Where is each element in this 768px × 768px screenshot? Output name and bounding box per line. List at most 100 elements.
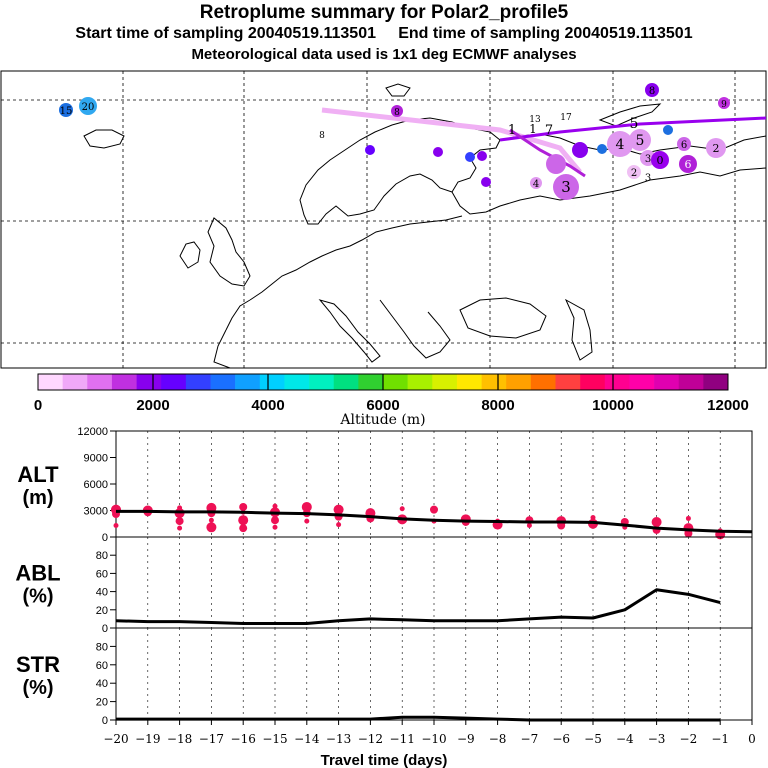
plume-label: 1 [508, 123, 516, 138]
x-tick-label: −7 [521, 732, 539, 746]
map-panel: 15 20 8 8 8 9 13 17 1 1 7 5 4 5 3 4 3 2 … [0, 70, 767, 369]
plume-marker [79, 97, 97, 115]
plume-label: 5 [630, 116, 639, 132]
plume-marker [645, 83, 659, 97]
colorbar-tick-label: 8000 [481, 397, 514, 414]
y-tick-label: 80 [96, 641, 108, 653]
y-tick-label: 0 [102, 532, 108, 544]
colorbar-cell [87, 374, 113, 390]
plume-label: 3 [561, 178, 571, 196]
x-tick-label: −10 [421, 732, 446, 746]
y-tick-label: 0 [102, 623, 108, 635]
plume-marker [433, 147, 443, 157]
colorbar-cell [383, 374, 408, 390]
colorbar-cell [604, 374, 630, 390]
y-axis-unit: (%) [22, 677, 53, 699]
scatter-point [271, 516, 279, 525]
x-tick-label: −8 [489, 732, 507, 746]
scatter-point [238, 515, 249, 526]
altitude-colorbar: 0 2000 4000 6000 8000 10000 12000 Altitude (m) [34, 373, 749, 428]
colorbar-cell [210, 374, 236, 390]
plume-label: 17 [560, 113, 572, 123]
plume-marker [607, 131, 633, 157]
plume-marker [679, 155, 697, 173]
y-tick-label: 60 [96, 660, 108, 672]
met-data-subtitle: Meteorological data used is 1x1 deg ECMW… [191, 46, 577, 63]
y-tick-label: 12000 [77, 426, 108, 438]
colorbar-cell [309, 374, 335, 390]
scatter-point [430, 505, 438, 514]
plume-marker [481, 177, 491, 187]
plume-label: 4 [533, 179, 539, 190]
colorbar-tick-label: 12000 [707, 397, 749, 414]
x-tick-label: −20 [103, 732, 128, 746]
x-tick-label: −2 [680, 732, 698, 746]
colorbar-cell [703, 374, 729, 390]
colorbar-cell [235, 374, 261, 390]
colorbar-cell [284, 374, 310, 390]
plume-marker [465, 152, 475, 162]
colorbar-cell [185, 374, 211, 390]
plume-label: 6 [681, 140, 687, 151]
plume-marker [651, 151, 669, 169]
plume-label: 13 [529, 115, 541, 125]
scatter-point [685, 515, 691, 521]
scatter-point [113, 523, 119, 529]
plume-markers [59, 83, 730, 200]
y-axis-title: ALT [17, 462, 59, 487]
scatter-point [208, 517, 214, 523]
x-tick-label: −17 [199, 732, 224, 746]
time-series-panels: 030006000900012000ALT(m)020406080ABL(%)0… [15, 426, 755, 768]
plume-label: 2 [713, 142, 720, 155]
colorbar-cell [333, 374, 359, 390]
chart-title: Retroplume summary for Polar2_profile5 [199, 2, 569, 23]
y-tick-label: 0 [102, 715, 108, 727]
x-tick-label: −4 [616, 732, 634, 746]
x-tick-label: 0 [748, 732, 756, 746]
plume-label: 0 [657, 154, 664, 167]
scatter-point [526, 523, 532, 529]
x-tick-label: −1 [711, 732, 729, 746]
scatter-point [239, 524, 248, 533]
plume-label: 9 [721, 100, 727, 110]
plume-label: 8 [319, 131, 325, 141]
scatter-point [301, 501, 312, 512]
colorbar-label: Altitude (m) [339, 412, 425, 428]
colorbar-tick-label: 0 [34, 397, 42, 414]
plume-label: 8 [649, 86, 655, 97]
plume-label: 5 [636, 133, 645, 149]
plume-label: 3 [645, 154, 651, 165]
colorbar-cell [629, 374, 655, 390]
y-tick-label: 9000 [84, 453, 108, 465]
plume-track-low [321, 107, 582, 174]
y-axis-unit: (%) [22, 586, 53, 608]
colorbar-tick-label: 4000 [251, 397, 284, 414]
x-tick-label: −6 [552, 732, 570, 746]
colorbar-cell [358, 374, 384, 390]
y-axis-unit: (m) [22, 487, 53, 509]
colorbar-cell [506, 374, 532, 390]
colorbar-tick-label: 10000 [592, 397, 634, 414]
y-tick-label: 6000 [84, 479, 108, 491]
y-tick-label: 20 [96, 605, 108, 617]
plume-label: 2 [631, 168, 637, 179]
scatter-point [399, 506, 405, 512]
colorbar-cell [62, 374, 88, 390]
colorbar-cell [555, 374, 581, 390]
plume-label: 3 [645, 173, 651, 184]
series-line [116, 509, 753, 534]
scatter-point [239, 502, 248, 511]
sampling-time-subtitle: Start time of sampling 20040519.113501 E… [75, 25, 693, 42]
plume-marker [663, 125, 673, 135]
colorbar-tick-labels: 0 2000 4000 6000 8000 10000 12000 [34, 374, 749, 414]
plume-marker [706, 138, 726, 158]
plume-marker [629, 129, 651, 151]
scatter-point [333, 504, 344, 515]
scatter-point [272, 503, 278, 509]
scatter-point [557, 521, 566, 530]
plume-marker [677, 137, 691, 151]
y-tick-label: 3000 [84, 506, 108, 518]
plume-label: 15 [60, 106, 73, 117]
